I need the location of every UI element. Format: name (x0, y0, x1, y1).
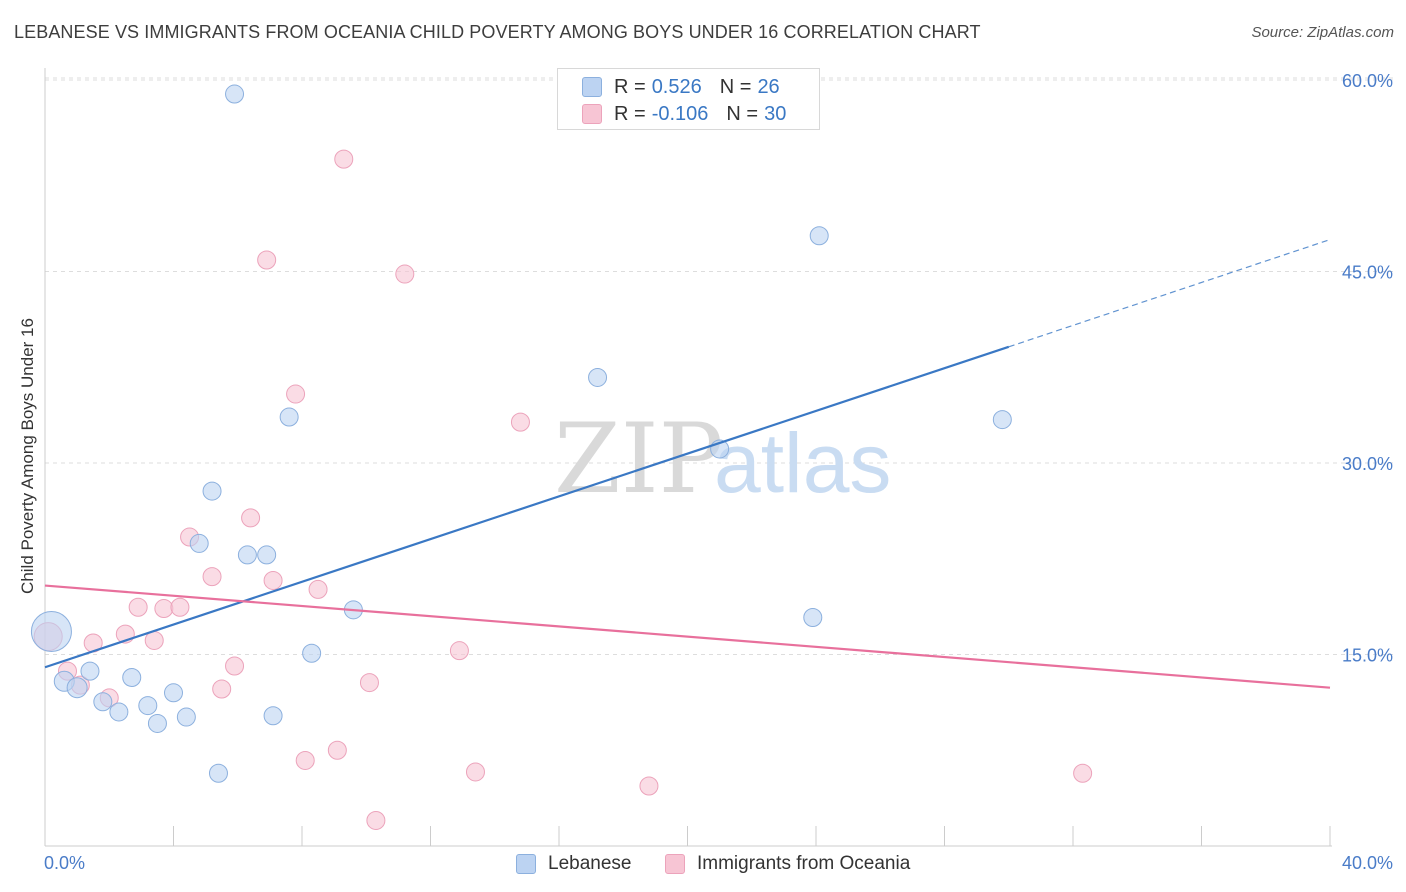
trend-line-lebanese-extension (1008, 239, 1331, 348)
point-lebanese (202, 481, 222, 501)
point-oceania (128, 597, 148, 617)
series-lebanese-points (30, 84, 1012, 783)
point-oceania (225, 656, 245, 676)
legend-swatch-oceania (582, 104, 602, 124)
point-lebanese (237, 545, 257, 565)
point-lebanese (30, 611, 72, 653)
point-lebanese (93, 692, 113, 712)
trend-lines (44, 239, 1331, 689)
point-lebanese (122, 667, 142, 687)
point-oceania (308, 579, 328, 599)
point-lebanese (164, 683, 183, 703)
trend-line-oceania (44, 584, 1331, 689)
point-oceania (510, 412, 530, 432)
point-oceania (286, 384, 306, 404)
point-oceania (449, 641, 469, 661)
point-oceania (295, 750, 315, 770)
point-lebanese (992, 410, 1012, 430)
legend-n-label: N = (726, 102, 759, 125)
point-oceania (1073, 763, 1093, 783)
watermark-atlas: atlas (714, 416, 891, 510)
point-oceania (465, 762, 485, 782)
point-oceania (154, 599, 174, 619)
point-oceania (639, 776, 659, 796)
point-lebanese (302, 643, 322, 663)
x-tick-labels: 0.0% 40.0% (44, 853, 1393, 873)
point-lebanese (257, 545, 277, 565)
legend-row-lebanese: R = 0.526 N = 26 (582, 73, 780, 101)
point-lebanese (803, 607, 823, 627)
point-oceania (170, 597, 190, 617)
x-tick-label-max: 40.0% (1342, 853, 1393, 873)
point-lebanese (147, 713, 167, 733)
grid-lines (45, 77, 1394, 655)
point-oceania (366, 810, 386, 830)
legend-swatch-lebanese (582, 77, 602, 97)
point-oceania (359, 673, 379, 693)
y-tick-labels: 15.0% 30.0% 45.0% 60.0% (1342, 71, 1393, 666)
point-lebanese (279, 407, 299, 427)
y-axis-label: Child Poverty Among Boys Under 16 (18, 318, 37, 594)
watermark-zip: ZIP (554, 403, 723, 515)
x-tick-label-min: 0.0% (44, 853, 85, 873)
y-tick-label: 15.0% (1342, 646, 1393, 666)
point-oceania (257, 250, 277, 270)
source-label: Source: ZipAtlas.com (1251, 24, 1394, 41)
point-lebanese (809, 226, 829, 246)
y-tick-label: 60.0% (1342, 71, 1393, 91)
point-oceania (327, 740, 347, 760)
point-lebanese (588, 367, 608, 387)
point-oceania (395, 264, 415, 284)
stats-legend: R = 0.526 N = 26 R = -0.106 N = 30 (557, 68, 820, 130)
bottom-legend-label-lebanese: Lebanese (548, 853, 632, 874)
point-lebanese (189, 533, 209, 553)
point-lebanese (138, 696, 158, 716)
legend-r-value: 0.526 (651, 75, 702, 98)
chart-title: LEBANESE VS IMMIGRANTS FROM OCEANIA CHIL… (14, 22, 981, 42)
point-oceania (202, 567, 222, 587)
legend-r-value: -0.106 (651, 102, 709, 125)
bottom-legend-swatch-oceania (665, 854, 685, 874)
y-tick-label: 30.0% (1342, 454, 1393, 474)
bottom-legend-swatch-lebanese (516, 854, 536, 874)
legend-r-label: R = (614, 102, 646, 125)
point-oceania (241, 508, 261, 528)
legend-n-value: 30 (764, 102, 787, 125)
point-oceania (263, 570, 283, 590)
point-oceania (212, 679, 232, 699)
bottom-legend-label-oceania: Immigrants from Oceania (697, 853, 911, 874)
y-tick-label: 45.0% (1342, 263, 1393, 283)
point-lebanese (208, 763, 228, 783)
point-lebanese (225, 84, 245, 104)
point-lebanese (263, 706, 283, 726)
watermark: ZIP atlas (554, 403, 891, 515)
axes (44, 68, 1332, 847)
trend-line-lebanese (44, 345, 1010, 669)
legend-r-label: R = (614, 75, 646, 98)
bottom-legend-lebanese: Lebanese (516, 852, 631, 876)
point-lebanese (176, 707, 196, 727)
legend-row-oceania: R = -0.106 N = 30 (582, 100, 786, 128)
legend-n-value: 26 (757, 75, 780, 98)
legend-n-label: N = (719, 75, 752, 98)
point-oceania (334, 149, 354, 169)
point-lebanese (109, 702, 129, 722)
bottom-legend-oceania: Immigrants from Oceania (665, 852, 910, 876)
point-lebanese (66, 677, 88, 699)
point-lebanese (80, 661, 100, 681)
